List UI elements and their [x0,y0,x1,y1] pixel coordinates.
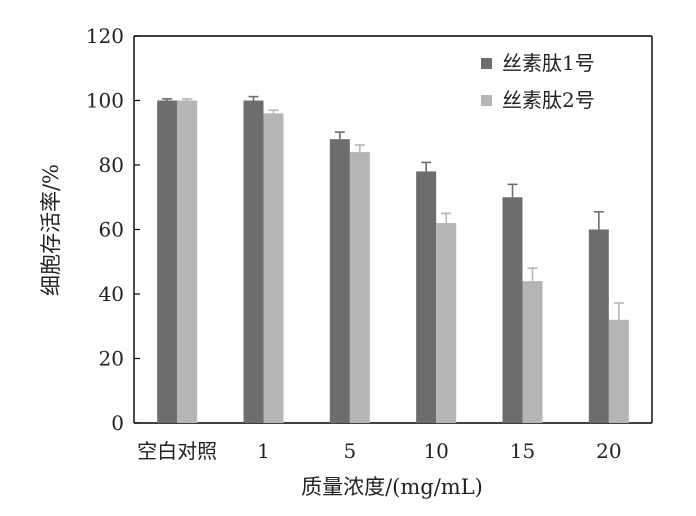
x-tick-label: 空白对照 [137,439,217,463]
y-tick-label: 60 [99,218,124,242]
y-tick-label: 80 [99,153,124,177]
x-tick-label: 20 [596,439,621,463]
legend-label-series-1: 丝素肽1号 [502,51,595,75]
x-tick-label: 15 [510,439,535,463]
bar-series-2-4 [522,281,543,423]
x-tick-label: 10 [423,439,448,463]
y-tick-label: 120 [86,24,124,48]
y-tick-label: 0 [111,411,124,435]
bar-series-2-1 [263,113,284,424]
y-tick-label: 20 [99,347,124,371]
y-tick-label: 100 [86,89,124,113]
bar-series-1-5 [588,229,609,423]
bar-series-1-1 [243,100,264,423]
bar-series-1-0 [157,100,178,423]
error-bars [162,95,624,320]
x-axis-title: 质量浓度/(mg/mL) [301,475,483,499]
bar-series-2-3 [436,223,457,423]
legend-swatch-series-1 [481,58,492,69]
y-tick-label: 40 [99,282,124,306]
bar-series-1-2 [329,139,350,423]
legend-label-series-2: 丝素肽2号 [502,88,595,112]
legend-swatch-series-2 [481,95,492,106]
bar-series-2-0 [177,100,198,423]
x-tick-label: 1 [257,439,270,463]
bars [157,100,629,424]
bar-series-1-4 [502,197,523,423]
legend: 丝素肽1号 丝素肽2号 [481,51,595,112]
bar-series-2-5 [608,319,629,423]
y-axis-title: 细胞存活率/% [39,164,63,296]
bar-series-1-3 [416,171,437,423]
bar-series-2-2 [349,152,370,423]
x-tick-label: 5 [343,439,356,463]
